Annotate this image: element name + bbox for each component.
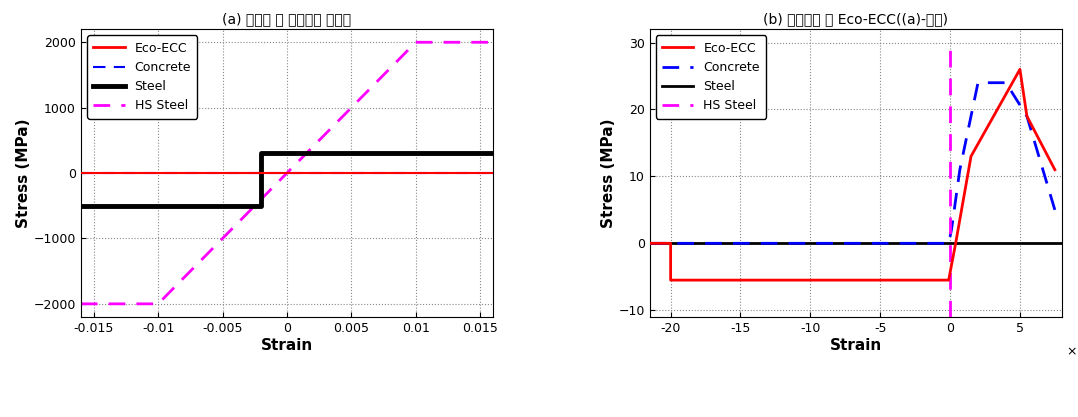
Title: (b) 콘크리트 및 Eco-ECC((a)-확대): (b) 콘크리트 및 Eco-ECC((a)-확대) (763, 13, 949, 27)
Y-axis label: Stress (MPa): Stress (MPa) (600, 118, 616, 228)
Legend: Eco-ECC, Concrete, Steel, HS Steel: Eco-ECC, Concrete, Steel, HS Steel (87, 35, 197, 119)
Legend: Eco-ECC, Concrete, Steel, HS Steel: Eco-ECC, Concrete, Steel, HS Steel (655, 35, 766, 119)
Text: $\times 10^{-3}$: $\times 10^{-3}$ (1066, 343, 1078, 359)
X-axis label: Strain: Strain (261, 337, 313, 352)
Title: (a) 주철근 및 초고장력 보강재: (a) 주철근 및 초고장력 보강재 (222, 13, 351, 27)
X-axis label: Strain: Strain (830, 337, 882, 352)
Y-axis label: Stress (MPa): Stress (MPa) (16, 118, 31, 228)
